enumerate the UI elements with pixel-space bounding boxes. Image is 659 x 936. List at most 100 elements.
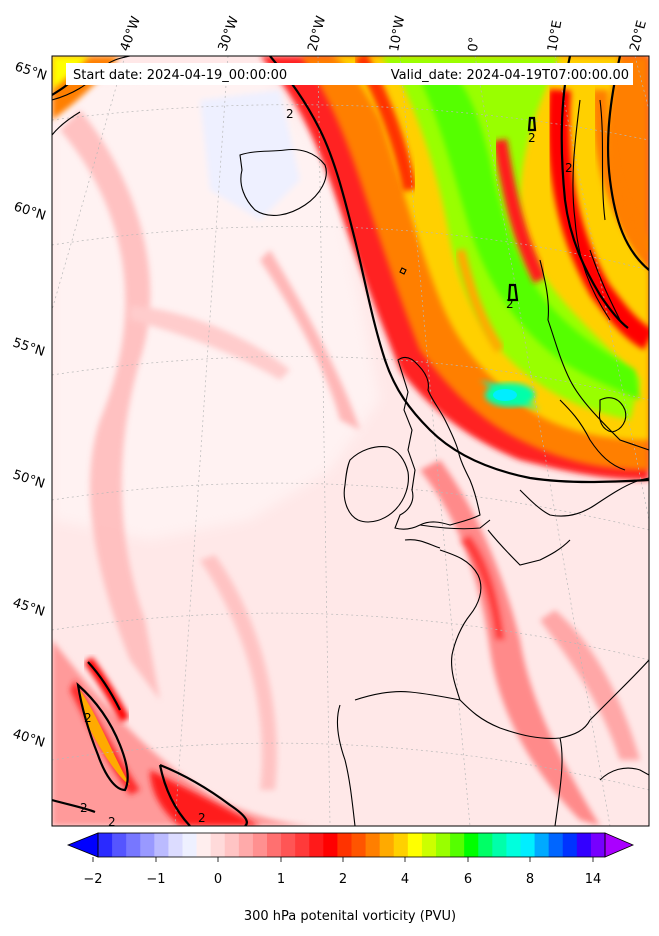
colorbar-cell: [224, 833, 240, 857]
lat-label-60n: 60°N: [12, 200, 48, 224]
lon-label-10w: 10°W: [387, 15, 408, 53]
header-box: [66, 63, 633, 85]
colorbar-cell: [520, 833, 536, 857]
lon-label-40w: 40°W: [118, 14, 144, 53]
colorbar-cell: [267, 833, 282, 857]
ne-2pvu-contour: [560, 56, 629, 329]
colorbar-cell: [576, 833, 592, 857]
lat-label-40n: 40°N: [11, 727, 47, 751]
colorbar-tick-label: 8: [526, 872, 534, 887]
colorbar-cell: [196, 833, 212, 857]
pv-streaks: [60, 110, 640, 826]
map-panel: 2 2 2 2 2 2 2 2 Start date: 2024-04-19_0…: [52, 56, 649, 829]
colorbar: −2 −1 0 1 2 4 6 8 14 300 hPa potenital vorticity…: [66, 832, 635, 924]
colorbar-cell: [295, 833, 310, 857]
north-sea-coast: [519, 399, 649, 517]
england-south-coast: [404, 519, 491, 549]
colorbar-extend-low: [66, 832, 99, 858]
colorbar-tick-label: 14: [585, 872, 602, 887]
scotland-coast: [394, 356, 481, 530]
ireland-coast: [343, 446, 409, 523]
scandinavia-coast: [539, 99, 649, 451]
valid-date-label: Valid_date: 2024-04-19T07:00:00.00: [391, 68, 629, 83]
sw-2pvu-contour-1: [76, 682, 129, 792]
iceland-coast: [239, 148, 327, 216]
small-2pvu-contour-b: [527, 116, 537, 132]
faroe-islands: [399, 267, 407, 275]
colorbar-cell: [436, 833, 451, 857]
longitude-labels: 40°W 30°W 20°W 10°W 0° 10°E 20°E: [118, 14, 650, 53]
colorbar-cell: [478, 833, 493, 857]
mediterranean-coast: [589, 659, 649, 781]
france-coast: [439, 529, 571, 701]
colorbar-tick-label: 2: [339, 872, 347, 887]
lat-label-55n: 55°N: [11, 336, 47, 360]
colorbar-tick-label: 6: [464, 872, 472, 887]
lon-label-20w: 20°W: [305, 14, 329, 53]
colorbar-ticks: −2 −1 0 1 2 4 6 8 14: [83, 857, 601, 887]
ne-2pvu-contour-inner: [606, 56, 649, 271]
colorbar-cell: [534, 833, 550, 857]
pv-2-contours: [52, 56, 649, 826]
coastlines: [52, 56, 649, 826]
contour-label-1: 2: [286, 107, 294, 121]
colorbar-cell: [548, 833, 564, 857]
colorbar-cell: [309, 833, 324, 857]
map-frame: [51, 55, 650, 827]
colorbar-cell: [450, 833, 465, 857]
contour-label-5: 2: [84, 711, 92, 725]
colorbar-cell: [281, 833, 296, 857]
small-2pvu-contour-a: [507, 283, 519, 302]
colorbar-cell: [506, 833, 522, 857]
colorbar-extend-high: [604, 832, 635, 858]
contour-label-2: 2: [528, 131, 536, 145]
colorbar-cell: [379, 833, 395, 857]
colorbar-cell: [182, 833, 198, 857]
colorbar-tick-label: −2: [83, 872, 102, 887]
low-pv-region: [52, 70, 380, 540]
graticule: [52, 56, 649, 826]
colorbar-cell: [407, 833, 423, 857]
colorbar-tick-label: 0: [214, 872, 222, 887]
colorbar-cell: [98, 833, 113, 857]
contour-label-7: 2: [198, 811, 206, 825]
denmark-coast: [598, 397, 627, 433]
colorbar-cell: [393, 833, 409, 857]
lon-label-30w: 30°W: [216, 14, 242, 53]
colorbar-cell: [126, 833, 141, 857]
colorbar-frame: [97, 832, 606, 858]
colorbar-cell: [337, 833, 353, 857]
colorbar-cell: [351, 833, 367, 857]
sw-2pvu-contour-3: [158, 763, 248, 826]
colorbar-cell: [464, 833, 479, 857]
lat-label-50n: 50°N: [11, 468, 47, 492]
lon-label-10e: 10°E: [545, 19, 565, 52]
colorbar-cell: [590, 833, 606, 857]
low-pv-patch: [200, 90, 300, 220]
colorbar-cell: [323, 833, 339, 857]
lat-label-65n: 65°N: [13, 60, 49, 84]
iberia-coast: [336, 691, 591, 826]
colorbar-cell: [168, 833, 184, 857]
lon-label-20e: 20°E: [627, 19, 650, 53]
colorbar-cell: [154, 833, 170, 857]
sw-pv-band: [52, 640, 320, 826]
contour-label-8: 2: [108, 815, 116, 829]
colorbar-cell: [365, 833, 381, 857]
colorbar-cell: [238, 833, 254, 857]
colorbar-cell: [492, 833, 508, 857]
colorbar-cell: [140, 833, 155, 857]
start-date-label: Start date: 2024-04-19_00:00:00: [73, 68, 287, 83]
latitude-labels: 65°N 60°N 55°N 50°N 45°N 40°N: [11, 60, 49, 751]
colorbar-label: 300 hPa potenital vorticity (PVU): [244, 909, 456, 924]
colorbar-cells: [98, 833, 606, 857]
contour-labels: 2 2 2 2 2 2 2 2: [80, 107, 573, 829]
sw-2pvu-contour-4: [52, 798, 96, 814]
colorbar-tick-label: 1: [277, 872, 285, 887]
sw-2pvu-contour-2: [87, 661, 121, 711]
lat-label-45n: 45°N: [11, 596, 47, 620]
contour-label-6: 2: [80, 801, 88, 815]
colorbar-cell: [210, 833, 226, 857]
lon-label-0: 0°: [466, 36, 482, 52]
